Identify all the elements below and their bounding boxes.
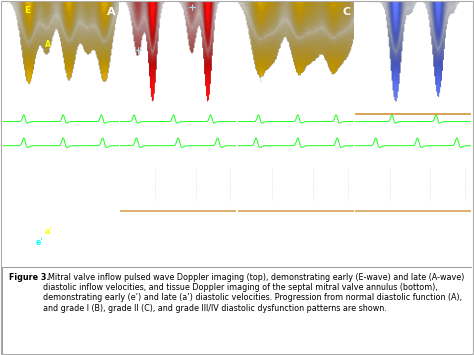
Text: -0.5: -0.5 xyxy=(204,126,215,131)
Text: a': a' xyxy=(45,227,53,236)
Text: Mitral valve inflow pulsed wave Doppler imaging (top), demonstrating early (E-wa: Mitral valve inflow pulsed wave Doppler … xyxy=(43,273,465,313)
Text: Figure 3.: Figure 3. xyxy=(9,273,50,282)
Text: A: A xyxy=(107,7,116,17)
Text: -1.0: -1.0 xyxy=(161,126,172,131)
Text: C: C xyxy=(342,7,350,17)
Text: E: E xyxy=(24,6,30,15)
Text: B: B xyxy=(224,7,233,17)
Text: A: A xyxy=(45,40,51,49)
Text: e': e' xyxy=(36,237,43,247)
Text: D: D xyxy=(458,7,467,17)
